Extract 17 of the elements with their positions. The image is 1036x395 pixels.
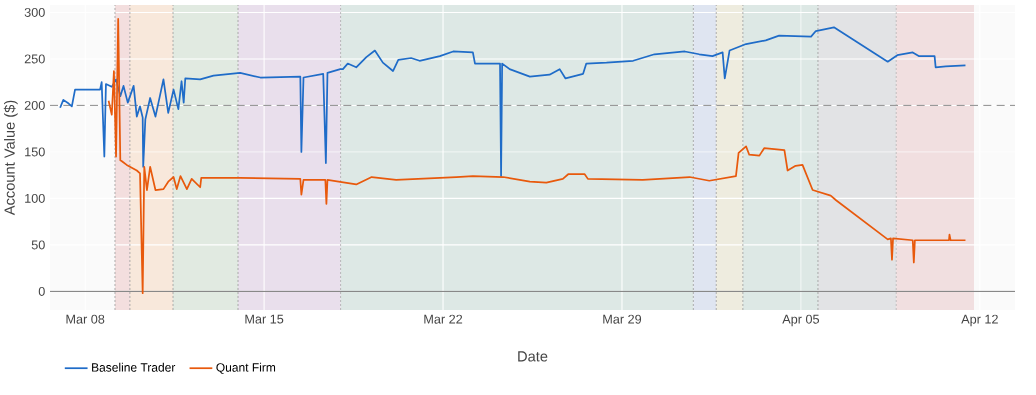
y-tick-label: 50: [31, 240, 45, 250]
x-tick-label: Mar 29: [603, 314, 642, 324]
x-tick-label: Mar 22: [424, 314, 463, 324]
x-axis-title: Date: [518, 351, 548, 362]
legend-label: Baseline Trader: [92, 362, 176, 372]
y-tick-label: 200: [24, 100, 45, 110]
legend-label: Quant Firm: [216, 362, 276, 374]
y-tick-label: 150: [25, 147, 45, 157]
y-axis-title: Account Value ($): [3, 100, 18, 216]
x-tick-label: Mar 15: [245, 314, 284, 324]
y-tick-label: 100: [25, 193, 45, 203]
y-tick-label: 300: [24, 7, 45, 17]
x-tick-label: Mar 08: [66, 314, 105, 324]
x-tick-label: Apr 12: [961, 314, 998, 327]
y-tick-label: 250: [24, 54, 45, 64]
x-tick-label: Apr 05: [782, 314, 820, 327]
y-tick-label: 0: [38, 286, 45, 296]
